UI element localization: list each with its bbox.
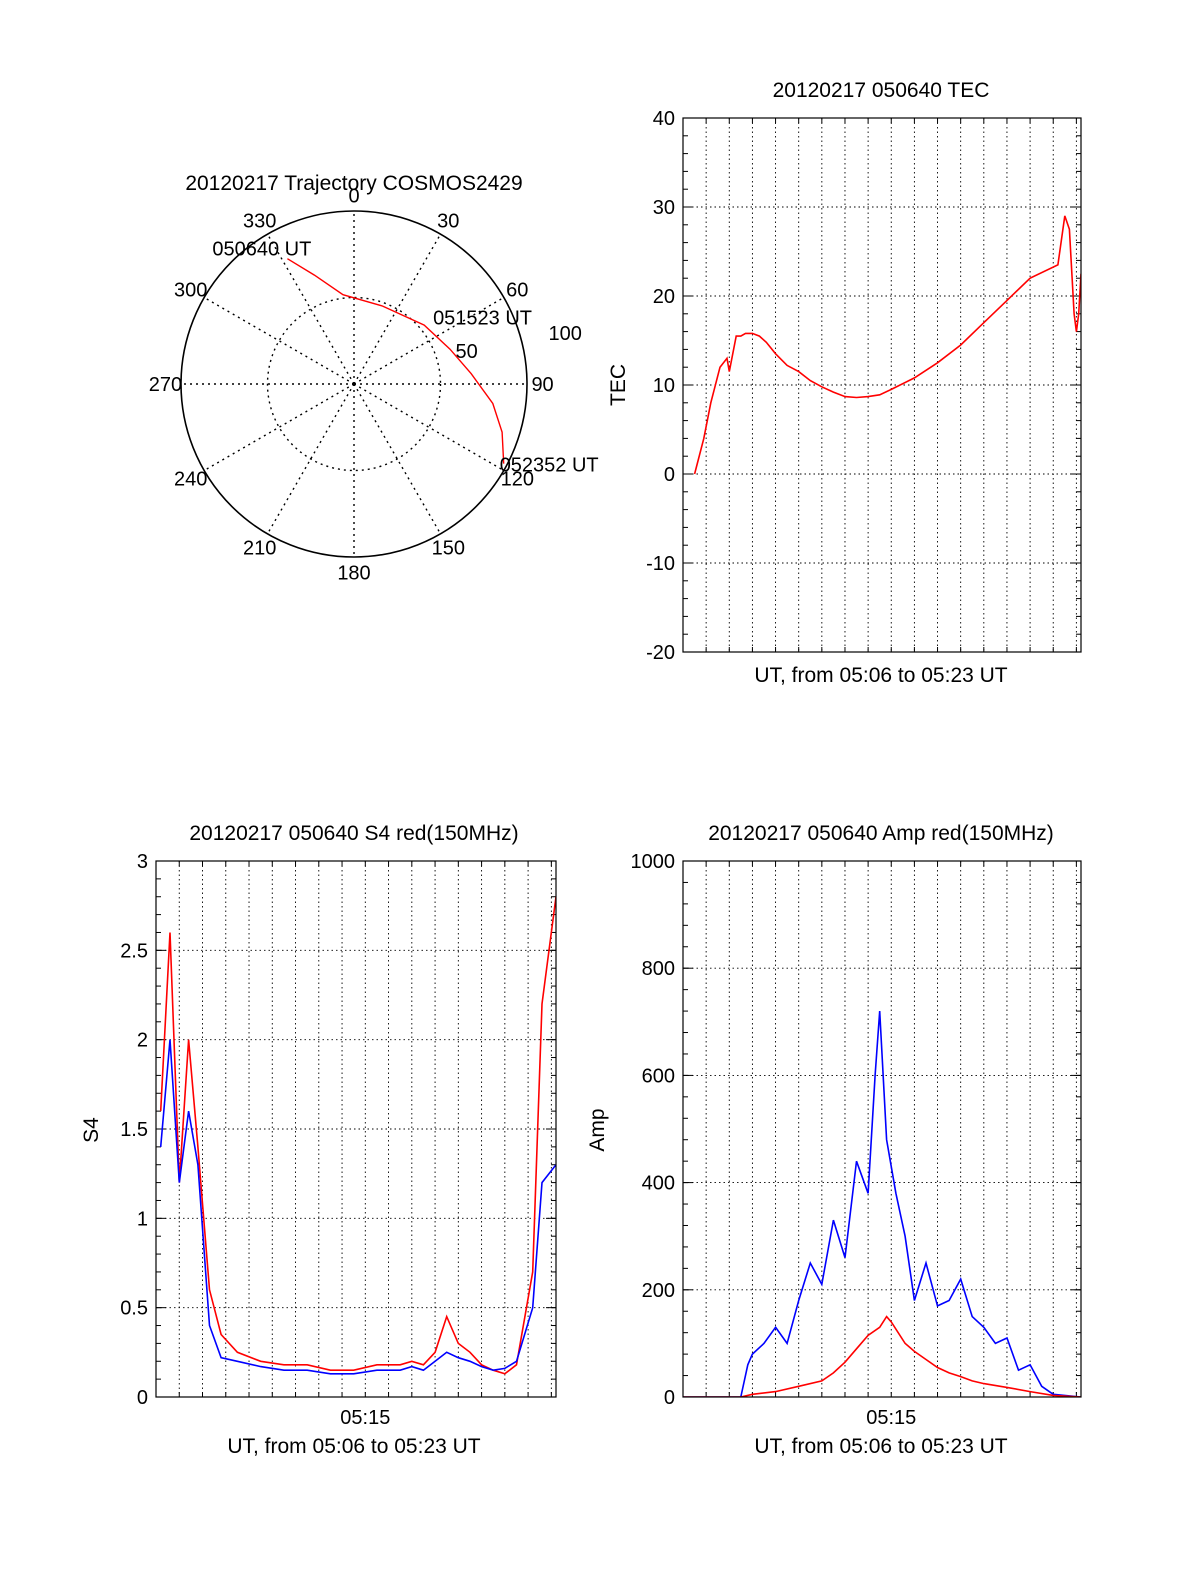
s4-chart: 20120217 050640 S4 red(150MHz) UT, from … bbox=[80, 822, 557, 1458]
polar-azimuth-label: 180 bbox=[337, 563, 370, 585]
series-line-0 bbox=[693, 215, 1081, 475]
trajectory-line bbox=[287, 258, 505, 464]
y-tick-label: -20 bbox=[646, 642, 675, 664]
tec-plot-area: -20 -10 0 10 20 30 40 bbox=[646, 108, 1082, 664]
y-tick-label: 30 bbox=[653, 197, 675, 219]
series-line-1 bbox=[159, 1039, 556, 1375]
x-tick-label: 05:15 bbox=[340, 1407, 390, 1429]
y-tick-label: 0 bbox=[664, 1387, 675, 1409]
polar-spoke bbox=[203, 296, 355, 385]
y-tick-label: 0 bbox=[664, 464, 675, 486]
polar-radial-labels: 50 100 bbox=[455, 323, 581, 363]
polar-grid bbox=[180, 210, 528, 558]
amp-plot-area: 0 200 400 600 800 1000 05:15 bbox=[631, 851, 1082, 1429]
polar-spoke bbox=[353, 233, 442, 385]
polar-azimuth-label: 0 bbox=[348, 185, 359, 207]
polar-azimuth-label: 30 bbox=[437, 211, 459, 233]
series-line-0 bbox=[683, 1011, 1081, 1397]
polar-azimuth-label: 240 bbox=[174, 468, 207, 490]
polar-spoke bbox=[353, 383, 442, 535]
y-tick-label: 10 bbox=[653, 375, 675, 397]
y-tick-label: 3 bbox=[137, 851, 148, 873]
polar-spoke bbox=[353, 383, 505, 472]
y-tick-label: 1.5 bbox=[120, 1119, 148, 1141]
tec-chart: 20120217 050640 TEC UT, from 05:06 to 05… bbox=[607, 79, 1082, 687]
s4-ylabel: S4 bbox=[80, 1117, 103, 1143]
y-tick-label: 1 bbox=[137, 1208, 148, 1230]
trajectory-annotations: 050640 UT 051523 UT 052352 UT bbox=[212, 239, 598, 477]
polar-spoke bbox=[353, 296, 505, 385]
s4-plot-area: 0 0.5 1 1.5 2 2.5 3 05:15 bbox=[120, 851, 557, 1429]
amp-title: 20120217 050640 Amp red(150MHz) bbox=[708, 822, 1054, 845]
y-tick-label: 200 bbox=[642, 1280, 675, 1302]
trajectory-time-label: 051523 UT bbox=[433, 307, 532, 329]
trajectory-polar-chart: 20120217 Trajectory COSMOS2429 0 30 60 90 12… bbox=[149, 172, 599, 585]
polar-radial-label: 100 bbox=[549, 323, 582, 345]
polar-spoke bbox=[266, 383, 355, 535]
y-tick-label: 1000 bbox=[631, 851, 676, 873]
s4-xlabel: UT, from 05:06 to 05:23 UT bbox=[227, 1435, 480, 1458]
polar-azimuth-label: 270 bbox=[149, 374, 182, 396]
y-tick-label: -10 bbox=[646, 553, 675, 575]
s4-title: 20120217 050640 S4 red(150MHz) bbox=[189, 822, 518, 845]
y-tick-label: 2.5 bbox=[120, 940, 148, 962]
polar-azimuth-label: 210 bbox=[243, 537, 276, 559]
y-tick-label: 20 bbox=[653, 286, 675, 308]
y-tick-label: 0 bbox=[137, 1387, 148, 1409]
x-tick-label: 05:15 bbox=[866, 1407, 916, 1429]
amp-ylabel: Amp bbox=[586, 1108, 609, 1151]
polar-azimuth-labels: 0 30 60 90 120 150 180 210 240 270 300 330 bbox=[149, 185, 554, 584]
y-tick-label: 400 bbox=[642, 1173, 675, 1195]
y-tick-label: 0.5 bbox=[120, 1298, 148, 1320]
polar-azimuth-label: 60 bbox=[506, 280, 528, 302]
polar-azimuth-label: 120 bbox=[501, 468, 534, 490]
polar-title: 20120217 Trajectory COSMOS2429 bbox=[185, 172, 522, 195]
polar-inner-circle bbox=[266, 296, 442, 472]
tec-xlabel: UT, from 05:06 to 05:23 UT bbox=[754, 664, 1007, 687]
plot-frame bbox=[682, 117, 1082, 653]
plot-frame bbox=[155, 860, 557, 1398]
polar-radial-label: 50 bbox=[455, 341, 477, 363]
tec-title: 20120217 050640 TEC bbox=[773, 79, 990, 102]
amp-xlabel: UT, from 05:06 to 05:23 UT bbox=[754, 1435, 1007, 1458]
y-tick-label: 600 bbox=[642, 1065, 675, 1087]
plot-frame bbox=[682, 860, 1082, 1398]
polar-azimuth-label: 330 bbox=[243, 211, 276, 233]
y-tick-label: 2 bbox=[137, 1030, 148, 1052]
series-line-0 bbox=[159, 896, 556, 1375]
tec-ylabel: TEC bbox=[607, 364, 630, 406]
polar-azimuth-label: 150 bbox=[432, 537, 465, 559]
trajectory-series bbox=[287, 258, 505, 464]
y-tick-label: 40 bbox=[653, 108, 675, 130]
y-tick-label: 800 bbox=[642, 958, 675, 980]
polar-azimuth-label: 300 bbox=[174, 280, 207, 302]
amp-chart: 20120217 050640 Amp red(150MHz) UT, from… bbox=[586, 822, 1082, 1458]
trajectory-time-label: 052352 UT bbox=[500, 455, 599, 477]
polar-azimuth-label: 90 bbox=[531, 374, 553, 396]
polar-spoke bbox=[203, 383, 355, 472]
series-line-1 bbox=[683, 1315, 1081, 1397]
polar-spoke bbox=[266, 233, 355, 385]
polar-outer-circle bbox=[180, 210, 528, 558]
trajectory-time-label: 050640 UT bbox=[212, 239, 311, 261]
